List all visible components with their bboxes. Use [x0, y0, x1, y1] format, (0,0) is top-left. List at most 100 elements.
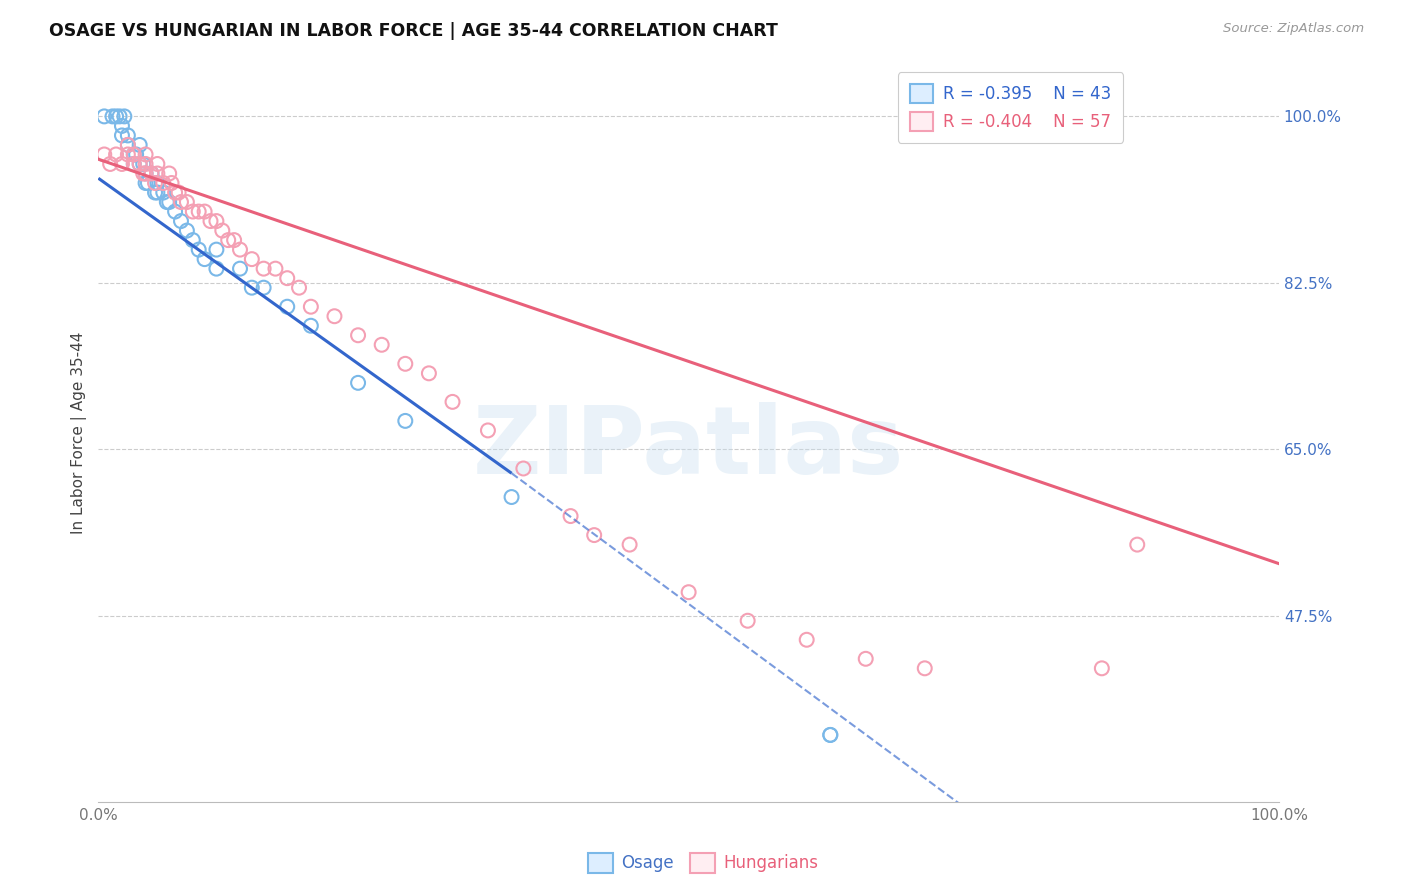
- Point: [111, 157, 134, 171]
- Point: [157, 195, 180, 210]
- Point: [796, 632, 818, 647]
- Point: [187, 243, 209, 257]
- Point: [224, 233, 246, 247]
- Point: [299, 318, 322, 333]
- Point: [117, 128, 139, 143]
- Point: [143, 186, 166, 200]
- Point: [217, 233, 239, 247]
- Point: [820, 728, 842, 742]
- Point: [117, 147, 139, 161]
- Point: [240, 281, 263, 295]
- Point: [122, 157, 145, 171]
- Point: [264, 261, 287, 276]
- Point: [135, 157, 157, 171]
- Point: [117, 137, 139, 152]
- Point: [160, 176, 183, 190]
- Point: [583, 528, 606, 542]
- Point: [105, 147, 128, 161]
- Point: [128, 137, 150, 152]
- Point: [229, 243, 252, 257]
- Point: [111, 128, 134, 143]
- Point: [165, 204, 187, 219]
- Point: [200, 214, 222, 228]
- Point: [170, 214, 193, 228]
- Point: [394, 414, 416, 428]
- Point: [418, 367, 440, 381]
- Point: [136, 176, 159, 190]
- Point: [394, 357, 416, 371]
- Point: [141, 166, 163, 180]
- Point: [135, 166, 157, 180]
- Point: [152, 186, 174, 200]
- Point: [165, 186, 187, 200]
- Point: [194, 204, 217, 219]
- Point: [111, 119, 134, 133]
- Point: [135, 176, 157, 190]
- Point: [146, 157, 169, 171]
- Point: [323, 310, 346, 324]
- Point: [253, 261, 276, 276]
- Y-axis label: In Labor Force | Age 35-44: In Labor Force | Age 35-44: [72, 332, 87, 534]
- Point: [135, 166, 157, 180]
- Point: [128, 157, 150, 171]
- Point: [678, 585, 700, 599]
- Point: [146, 186, 169, 200]
- Point: [820, 728, 842, 742]
- Legend: Osage, Hungarians: Osage, Hungarians: [581, 847, 825, 880]
- Point: [619, 538, 641, 552]
- Point: [132, 166, 155, 180]
- Point: [156, 195, 179, 210]
- Point: [914, 661, 936, 675]
- Point: [157, 166, 180, 180]
- Point: [512, 461, 534, 475]
- Point: [170, 195, 193, 210]
- Legend: R = -0.395    N = 43, R = -0.404    N = 57: R = -0.395 N = 43, R = -0.404 N = 57: [898, 72, 1123, 143]
- Point: [501, 490, 523, 504]
- Point: [205, 243, 228, 257]
- Point: [194, 252, 217, 267]
- Point: [105, 109, 128, 123]
- Point: [211, 224, 233, 238]
- Point: [229, 261, 252, 276]
- Point: [299, 300, 322, 314]
- Point: [205, 214, 228, 228]
- Point: [135, 147, 157, 161]
- Point: [122, 147, 145, 161]
- Point: [1126, 538, 1149, 552]
- Text: Source: ZipAtlas.com: Source: ZipAtlas.com: [1223, 22, 1364, 36]
- Point: [132, 157, 155, 171]
- Point: [141, 166, 163, 180]
- Point: [93, 109, 115, 123]
- Point: [181, 204, 204, 219]
- Point: [125, 147, 148, 161]
- Point: [737, 614, 759, 628]
- Point: [288, 281, 311, 295]
- Point: [441, 395, 464, 409]
- Point: [101, 109, 124, 123]
- Point: [1091, 661, 1114, 675]
- Point: [253, 281, 276, 295]
- Point: [276, 300, 298, 314]
- Point: [176, 224, 198, 238]
- Point: [477, 424, 499, 438]
- Point: [143, 176, 166, 190]
- Point: [855, 652, 877, 666]
- Point: [560, 509, 582, 524]
- Point: [370, 338, 392, 352]
- Point: [167, 186, 190, 200]
- Point: [181, 233, 204, 247]
- Text: ZIPatlas: ZIPatlas: [472, 401, 904, 493]
- Point: [93, 147, 115, 161]
- Point: [152, 176, 174, 190]
- Point: [205, 261, 228, 276]
- Point: [240, 252, 263, 267]
- Point: [276, 271, 298, 285]
- Point: [117, 137, 139, 152]
- Point: [347, 376, 370, 390]
- Point: [146, 166, 169, 180]
- Point: [112, 109, 135, 123]
- Point: [108, 109, 131, 123]
- Point: [347, 328, 370, 343]
- Point: [122, 157, 145, 171]
- Point: [98, 157, 121, 171]
